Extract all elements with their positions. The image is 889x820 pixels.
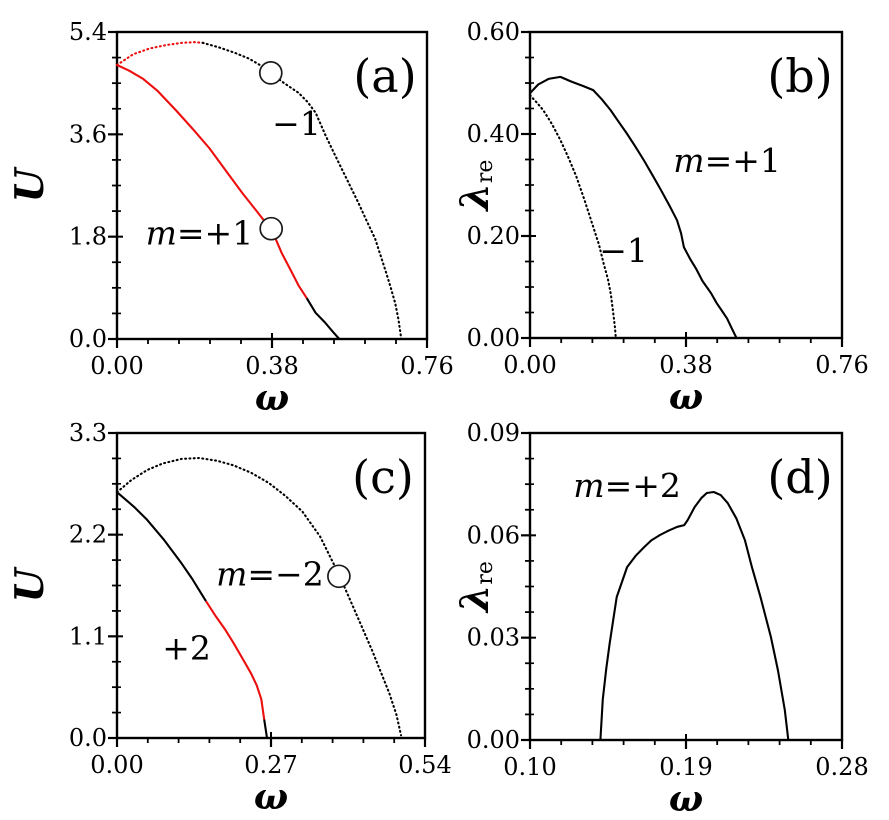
y-tick-label: 3.3 (69, 419, 107, 447)
x-axis-title: ω (255, 377, 289, 419)
series-curve-dotted (115, 41, 204, 67)
series-curve-solid (205, 600, 266, 720)
series-curve-dotted (201, 41, 403, 341)
series-curve-solid (116, 64, 308, 299)
x-tick-label: 0.00 (503, 351, 556, 379)
curve-label: m=+1 (146, 214, 254, 253)
y-tick-label: 1.1 (69, 622, 107, 650)
y-axis-title: U (7, 167, 53, 203)
curve-label: +2 (162, 628, 211, 667)
curve-label: −1 (599, 231, 648, 270)
y-tick-label: 0.09 (467, 419, 520, 447)
panel-b-plot: 0.00 0.38 0.76 0.00 0.20 0.40 0.60 m=+1 −1 ω λre (b… (452, 18, 869, 418)
y-tick-label: 0.03 (467, 624, 520, 652)
panel-letter: (b) (767, 49, 832, 103)
x-tick-label: 0.00 (90, 352, 143, 380)
series-curve-dotted (528, 94, 617, 340)
profile-marker-circle (327, 564, 351, 589)
panel-letter: (d) (767, 450, 832, 504)
x-axis-title: ω (254, 776, 288, 818)
panel-letter: (a) (353, 49, 416, 103)
series-curve-solid (599, 490, 790, 741)
y-axis-title: λre (452, 160, 498, 213)
x-tick-label: 0.54 (398, 751, 451, 779)
series-curve-solid (305, 297, 341, 340)
y-tick-label: 2.2 (69, 521, 107, 549)
y-tick-label: 3.6 (69, 120, 107, 148)
curve-label: −1 (272, 104, 321, 143)
series-curve-solid (529, 75, 738, 339)
curve-label: m=+1 (673, 141, 781, 180)
y-tick-label: 0.06 (467, 521, 520, 549)
profile-marker-circle (259, 216, 284, 241)
panel-a-plot: 0.00 0.38 0.76 0.0 1.8 3.6 5.4 m=+1 −1 ω U (a) (7, 18, 454, 419)
series-curve-solid (116, 491, 207, 602)
y-tick-label: 0.40 (467, 120, 520, 148)
x-tick-label: 0.00 (90, 751, 143, 779)
y-tick-label: 0.20 (467, 222, 520, 250)
x-axis-title: ω (669, 376, 703, 418)
y-tick-label: 0.00 (467, 726, 520, 754)
y-tick-label: 0.0 (69, 325, 107, 353)
x-tick-label: 0.76 (815, 351, 868, 379)
y-tick-label: 5.4 (69, 18, 107, 46)
y-tick-label: 1.8 (69, 223, 107, 251)
x-tick-label: 0.27 (244, 751, 297, 779)
x-tick-label: 0.10 (503, 753, 556, 781)
x-axis-title: ω (669, 778, 703, 820)
curve-label: m=+2 (573, 466, 681, 505)
y-axis-title: λre (452, 561, 498, 614)
y-axis-title: U (7, 567, 53, 603)
panel-letter: (c) (352, 450, 414, 504)
x-tick-label: 0.28 (815, 753, 868, 781)
y-tick-label: 0.0 (69, 724, 107, 752)
x-tick-label: 0.19 (659, 753, 712, 781)
x-tick-label: 0.76 (400, 352, 453, 380)
x-tick-label: 0.38 (245, 352, 298, 380)
panel-c-plot: 0.00 0.27 0.54 0.0 1.1 2.2 3.3 m=−2+2 ω U (c) (7, 419, 452, 818)
series-curve-solid (263, 719, 269, 739)
series-curve-dotted (115, 456, 403, 737)
x-tick-label: 0.38 (659, 351, 712, 379)
y-tick-label: 0.60 (467, 18, 520, 46)
profile-marker-circle (258, 61, 283, 85)
panel-d-plot: 0.10 0.19 0.28 0.00 0.03 0.06 0.09 m=+2 ω λre (d) (452, 419, 869, 820)
y-tick-label: 0.00 (467, 324, 520, 352)
curve-label: m=−2 (216, 555, 324, 594)
